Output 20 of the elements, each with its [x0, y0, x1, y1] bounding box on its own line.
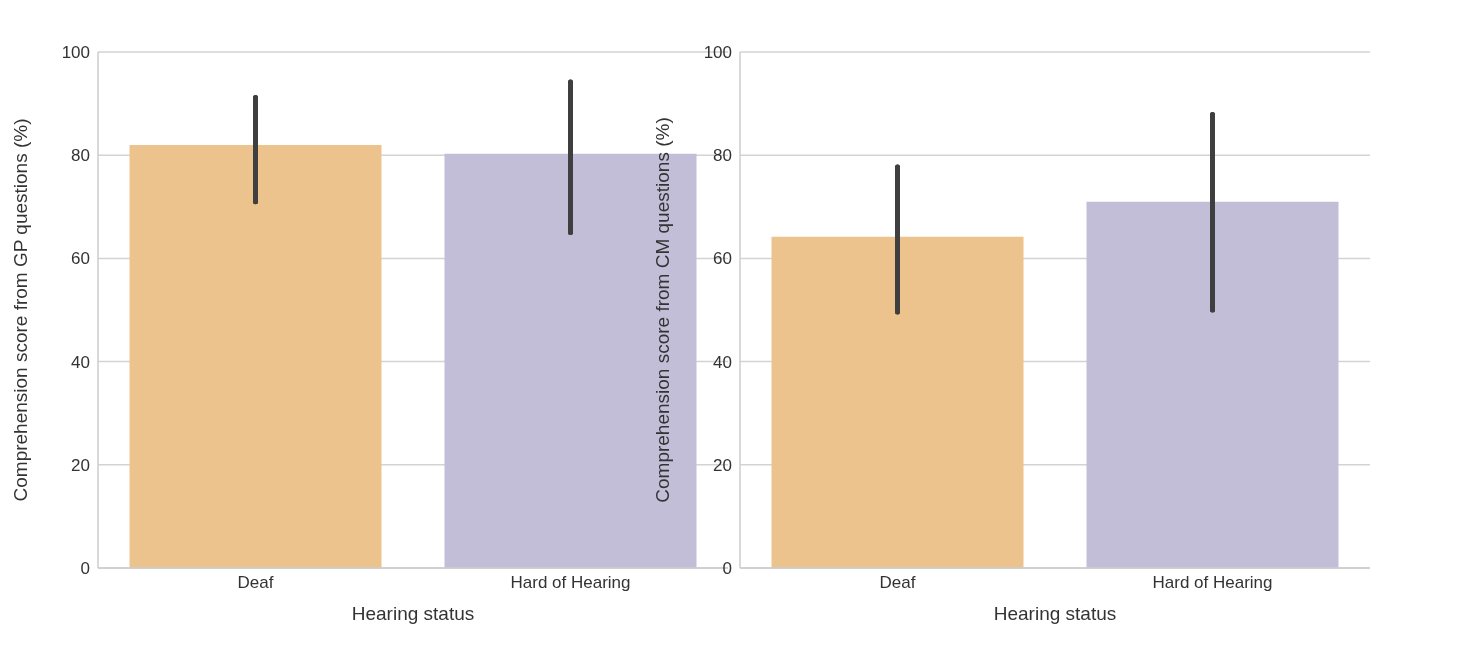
y-axis-title: Comprehension score from CM questions (%) [651, 117, 673, 503]
y-tick-label: 100 [61, 43, 90, 63]
y-tick-label: 40 [713, 352, 732, 372]
x-tick-label: Deaf [879, 573, 916, 593]
x-tick-label: Deaf [237, 573, 274, 593]
y-tick-label: 80 [71, 146, 90, 166]
y-tick-label: 20 [713, 455, 732, 475]
x-tick-label: Hard of Hearing [510, 573, 631, 593]
y-tick-label: 100 [703, 43, 732, 63]
y-tick-label: 0 [722, 559, 732, 579]
y-tick-label: 40 [71, 352, 90, 372]
y-tick-label: 60 [713, 249, 732, 269]
x-axis-title: Hearing status [993, 603, 1117, 624]
y-tick-label: 80 [713, 146, 732, 166]
y-axis-title: Comprehension score from GP questions (%) [9, 118, 31, 502]
x-tick-label: Hard of Hearing [1152, 573, 1273, 593]
y-tick-label: 20 [71, 455, 90, 475]
x-axis-title: Hearing status [351, 603, 475, 624]
y-tick-label: 60 [71, 249, 90, 269]
y-tick-label: 0 [80, 559, 90, 579]
